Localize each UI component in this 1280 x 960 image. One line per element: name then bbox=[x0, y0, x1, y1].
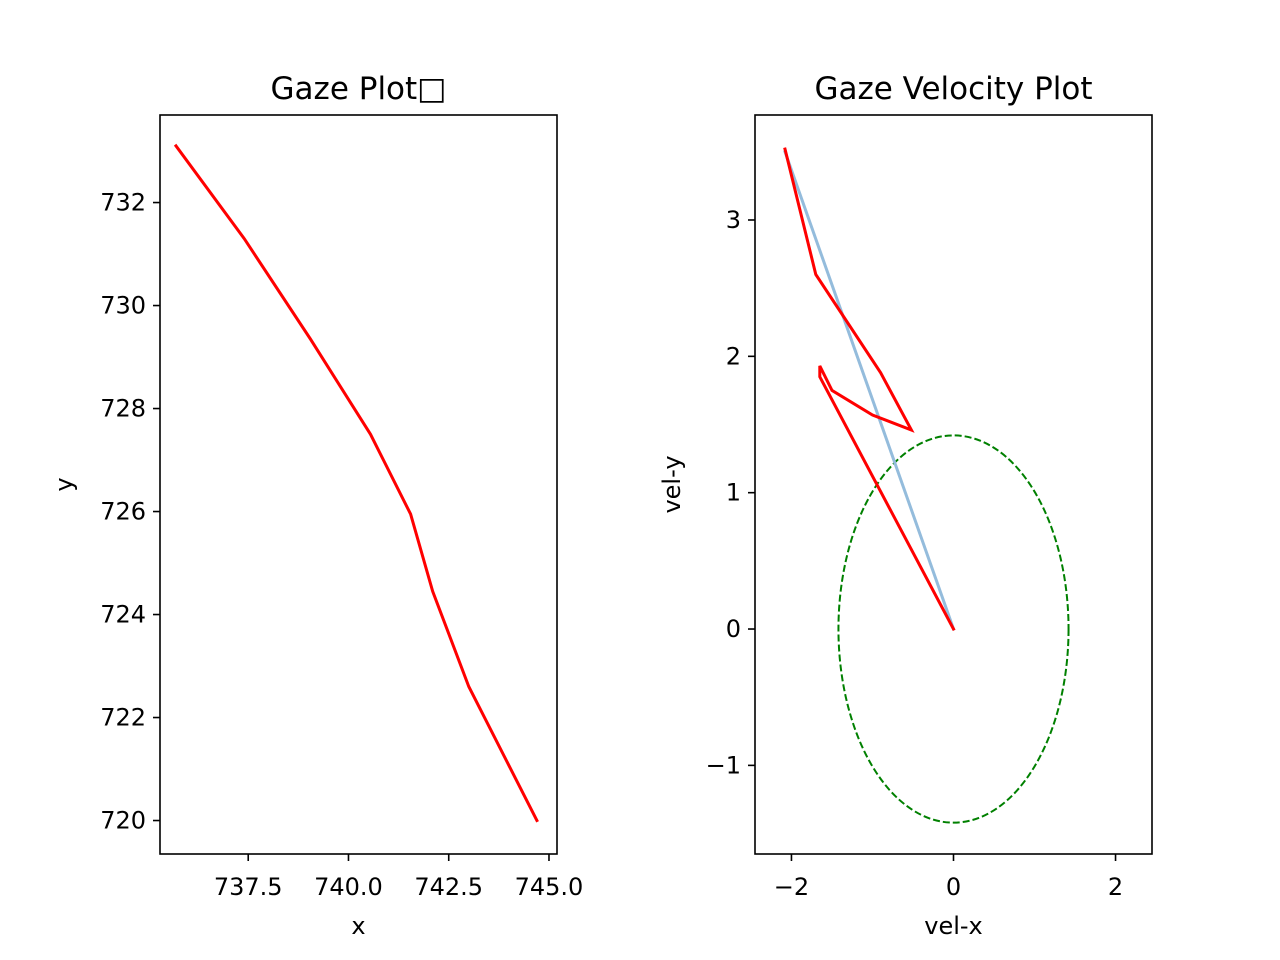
velocity-x-tick-label: −2 bbox=[774, 873, 809, 901]
gaze-y-tick-label: 722 bbox=[100, 704, 146, 732]
gaze-x-tick-label: 745.0 bbox=[515, 873, 584, 901]
gaze-plot-panel: 737.5 740.0 742.5 745.0 720 722 724 726 728 730 73… bbox=[50, 71, 583, 940]
gaze-y-tick-label: 726 bbox=[100, 498, 146, 526]
velocity-y-tick-label: 3 bbox=[726, 206, 741, 234]
gaze-chart-title: Gaze Plot□ bbox=[271, 71, 447, 107]
velocity-y-tick-label: 2 bbox=[726, 342, 741, 370]
gaze-x-tick-label: 742.5 bbox=[414, 873, 483, 901]
velocity-series-line-0 bbox=[783, 149, 956, 631]
gaze-series-line-0 bbox=[173, 143, 539, 823]
gaze-y-tick-label: 730 bbox=[100, 292, 146, 320]
gaze-axes-frame bbox=[159, 114, 558, 855]
gaze-y-tick-label: 724 bbox=[100, 601, 146, 629]
velocity-y-tick-label: 1 bbox=[726, 479, 741, 507]
velocity-y-tick-label: −1 bbox=[706, 751, 741, 779]
gaze-x-tick-label: 740.0 bbox=[314, 873, 383, 901]
gaze-y-tick-label: 728 bbox=[100, 395, 146, 423]
gaze-velocity-plot-panel: −2 0 2 −1 0 1 2 3 Gaze Velocity Plot vel-x vel-y bbox=[658, 71, 1153, 940]
velocity-series-line-1 bbox=[783, 147, 956, 632]
velocity-plot-area bbox=[755, 115, 1152, 854]
gaze-y-tick-label: 720 bbox=[100, 807, 146, 835]
gaze-y-tick-label: 732 bbox=[100, 189, 146, 217]
velocity-dashed-circle bbox=[837, 434, 1070, 824]
velocity-x-axis-label: vel-x bbox=[924, 912, 983, 940]
velocity-y-tick-label: 0 bbox=[726, 615, 741, 643]
velocity-chart-title: Gaze Velocity Plot bbox=[814, 71, 1092, 107]
velocity-x-tick-label: 0 bbox=[946, 873, 961, 901]
gaze-x-tick-label: 737.5 bbox=[214, 873, 283, 901]
gaze-y-axis-label: y bbox=[50, 477, 78, 491]
velocity-y-axis-label: vel-y bbox=[658, 455, 686, 513]
gaze-x-axis-label: x bbox=[351, 912, 365, 940]
velocity-x-tick-label: 2 bbox=[1108, 873, 1123, 901]
